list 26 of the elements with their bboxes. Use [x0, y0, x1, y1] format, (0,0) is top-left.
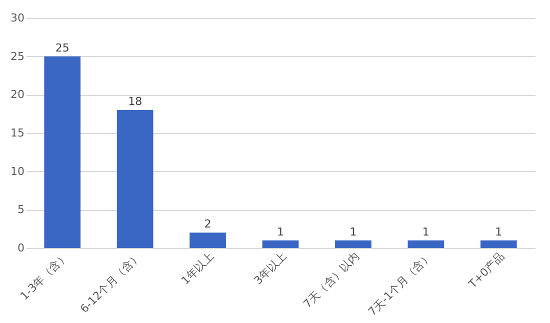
data-label: 1	[350, 225, 357, 238]
data-label: 1	[495, 225, 502, 238]
bar	[262, 240, 299, 248]
y-tick-label: 30	[10, 12, 24, 24]
bar	[44, 56, 81, 248]
bar	[116, 110, 154, 248]
y-tick-label: 0	[18, 242, 24, 254]
y-tick-label: 10	[10, 164, 24, 178]
bar	[408, 240, 444, 248]
bar	[335, 240, 372, 248]
y-tick-label: 15	[10, 126, 24, 140]
x-tick-label: 3年以上	[252, 250, 289, 288]
data-label: 1	[277, 225, 284, 238]
data-label: 2	[204, 218, 212, 231]
x-tick-label: 7天（含）以内	[300, 250, 362, 311]
y-tick-label: 5	[18, 203, 24, 216]
y-tick-label: 20	[10, 88, 24, 102]
data-label: 1	[422, 225, 430, 238]
data-label: 25	[55, 41, 70, 54]
bar	[480, 240, 517, 248]
x-tick-label: 1年以上	[178, 250, 216, 288]
data-label: 18	[128, 95, 142, 108]
y-tick-label: 25	[10, 50, 24, 63]
x-tick-label: T+0产品	[465, 250, 508, 292]
bar	[190, 232, 226, 248]
x-tick-label: 7天-1个月（含）	[366, 250, 434, 318]
